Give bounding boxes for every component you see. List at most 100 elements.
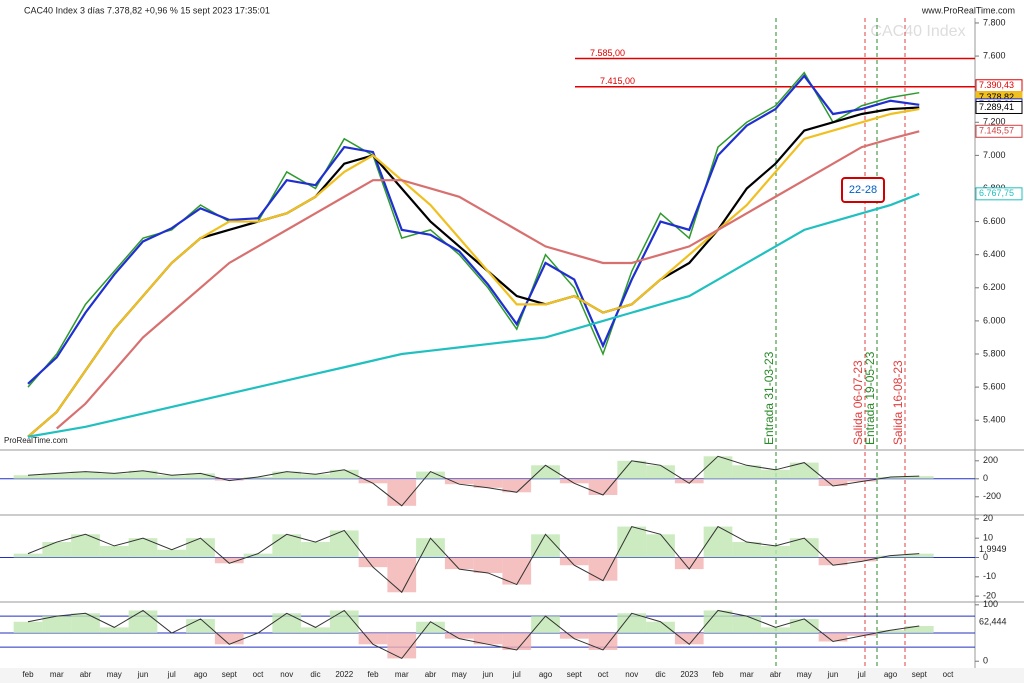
- x-tick-label: sept: [912, 670, 928, 679]
- x-tick-label: mar: [395, 670, 409, 679]
- osc-bar: [42, 616, 72, 634]
- osc-bar: [13, 621, 43, 634]
- osc-bar: [761, 545, 790, 558]
- osc-bar: [186, 473, 215, 479]
- price-label: 7.378,82: [979, 92, 1014, 102]
- osc-bar: [214, 478, 244, 481]
- y-tick-label: 0: [983, 552, 988, 562]
- watermark: CAC40 Index: [870, 23, 965, 40]
- y-tick-label: 6.000: [983, 315, 1006, 325]
- osc-bar: [416, 471, 445, 479]
- x-tick-label: jun: [137, 670, 149, 679]
- series-line: [56, 130, 920, 430]
- osc-bar: [358, 633, 388, 645]
- osc-bar: [674, 557, 704, 570]
- osc-bar: [789, 538, 819, 558]
- osc-bar: [646, 465, 675, 479]
- osc-bar: [646, 534, 675, 558]
- x-tick-label: ago: [539, 670, 553, 679]
- x-tick-label: sept: [222, 670, 238, 679]
- y-tick-label: 7.200: [983, 117, 1006, 127]
- x-tick-label: mar: [50, 670, 64, 679]
- osc-bar: [214, 633, 244, 645]
- osc-bar: [674, 633, 704, 645]
- osc-bar: [99, 473, 129, 479]
- osc-bar: [13, 553, 43, 558]
- y-tick-label: 7.600: [983, 50, 1006, 60]
- x-tick-label: dic: [310, 670, 320, 679]
- osc-bar: [329, 469, 359, 479]
- osc-bar: [789, 618, 819, 634]
- osc-bar: [301, 627, 330, 634]
- x-tick-label: mar: [740, 670, 754, 679]
- y-tick-label: 5.800: [983, 348, 1006, 358]
- x-tick-label: may: [107, 670, 122, 679]
- osc-bar: [559, 478, 589, 484]
- y-tick-label: 10: [983, 533, 993, 543]
- price-label: 6.767,75: [979, 188, 1014, 198]
- osc-bar: [99, 545, 129, 558]
- osc-bar: [502, 633, 532, 650]
- x-tick-label: oct: [598, 670, 609, 679]
- osc-bar: [387, 478, 417, 506]
- y-tick-label: 0: [983, 656, 988, 666]
- osc-bar: [703, 456, 733, 479]
- osc-bar: [243, 553, 273, 558]
- osc-bar: [818, 478, 848, 486]
- y-tick-label: -200: [983, 491, 1001, 501]
- osc-bar: [71, 471, 100, 479]
- osc-bar: [214, 557, 244, 564]
- y-tick-label: 7.000: [983, 150, 1006, 160]
- osc-bar: [847, 633, 877, 636]
- osc-bar: [531, 616, 560, 634]
- x-tick-label: abr: [770, 670, 782, 679]
- osc-bar: [732, 542, 762, 558]
- x-tick-label: nov: [625, 670, 638, 679]
- osc-bar: [876, 555, 905, 558]
- osc-bar: [157, 475, 187, 479]
- osc-bar: [186, 618, 215, 634]
- osc-bar: [732, 465, 762, 479]
- y-tick-label: 5.400: [983, 415, 1006, 425]
- osc-bar: [42, 542, 72, 558]
- osc-bar: [531, 534, 560, 558]
- x-tick-label: ago: [194, 670, 208, 679]
- osc-bar: [818, 557, 848, 566]
- x-tick-label: jun: [827, 670, 839, 679]
- signal-label: Salida 06-07-23: [851, 360, 865, 445]
- osc-bar: [13, 475, 43, 479]
- price-tag: [975, 187, 1023, 201]
- x-tick-label: may: [452, 670, 467, 679]
- y-tick-label: 100: [983, 599, 998, 609]
- osc-bar: [904, 626, 934, 634]
- signal-label: Entrada 19-05-23: [863, 351, 877, 445]
- osc-bar: [329, 610, 359, 634]
- osc-bar: [703, 610, 733, 634]
- osc-bar: [904, 553, 934, 558]
- osc-bar: [761, 627, 790, 634]
- osc-bar: [502, 557, 532, 585]
- series-line: [27, 192, 920, 438]
- osc-bar: [789, 462, 819, 479]
- osc-bar: [847, 478, 877, 482]
- osc-bar: [301, 542, 330, 558]
- x-tick-label: 2023: [680, 670, 698, 679]
- x-tick-label: feb: [22, 670, 34, 679]
- price-tag: [975, 124, 1023, 138]
- osc-bar: [157, 549, 187, 558]
- osc-bar: [876, 477, 905, 479]
- y-tick-label: 0: [983, 473, 988, 483]
- x-tick-label: oct: [943, 670, 954, 679]
- osc-bar: [473, 633, 503, 645]
- x-axis-band: [0, 668, 1024, 683]
- osc-bar: [128, 470, 158, 479]
- osc-bar: [71, 534, 100, 558]
- osc-bar: [444, 478, 474, 485]
- osc-bar: [588, 478, 618, 495]
- osc-bar: [617, 526, 647, 558]
- last-label: 62,444: [979, 616, 1007, 626]
- y-tick-label: 5.600: [983, 381, 1006, 391]
- signal-label: Entrada 31-03-23: [762, 351, 776, 445]
- y-tick-label: -10: [983, 571, 996, 581]
- osc-bar: [301, 474, 330, 479]
